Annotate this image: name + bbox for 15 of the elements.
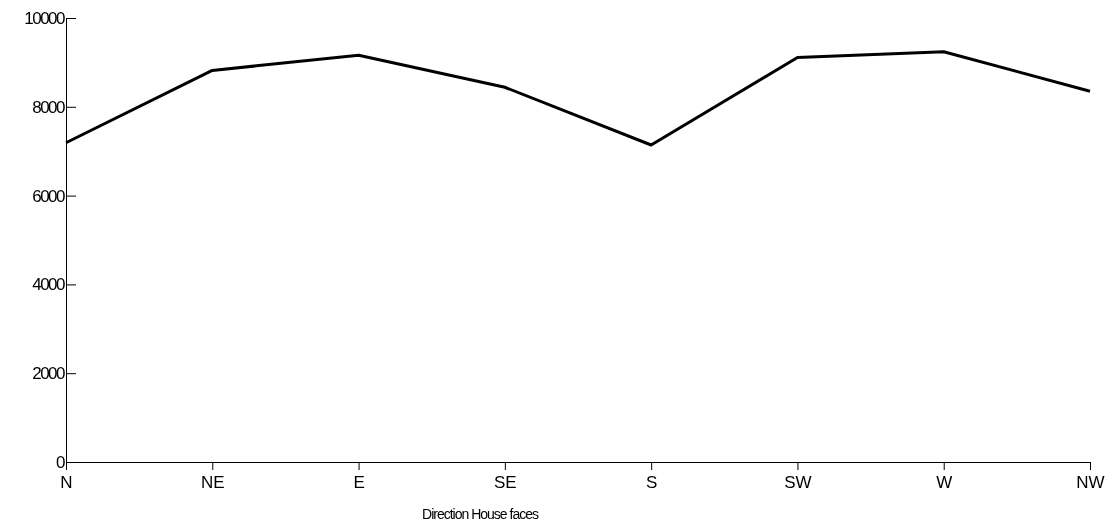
x-tick-label: NE (200, 473, 225, 493)
y-tick-label: 4000 (32, 275, 66, 295)
y-tick-label: 6000 (32, 186, 66, 206)
y-tick-label: 2000 (32, 364, 66, 384)
x-tick-label: W (936, 473, 953, 493)
x-tick-label: SE (494, 473, 517, 493)
x-tick-label: N (60, 473, 73, 493)
y-tick-label: 0 (56, 452, 66, 472)
x-tick-label: SW (784, 473, 812, 493)
y-tick-label: 8000 (32, 97, 66, 117)
x-tick-label: E (353, 473, 365, 493)
y-tick-label: 10000 (24, 8, 66, 28)
x-axis-title: Direction House faces (422, 506, 539, 522)
x-tick-label: NW (1076, 473, 1105, 493)
x-tick-label: S (645, 473, 658, 493)
